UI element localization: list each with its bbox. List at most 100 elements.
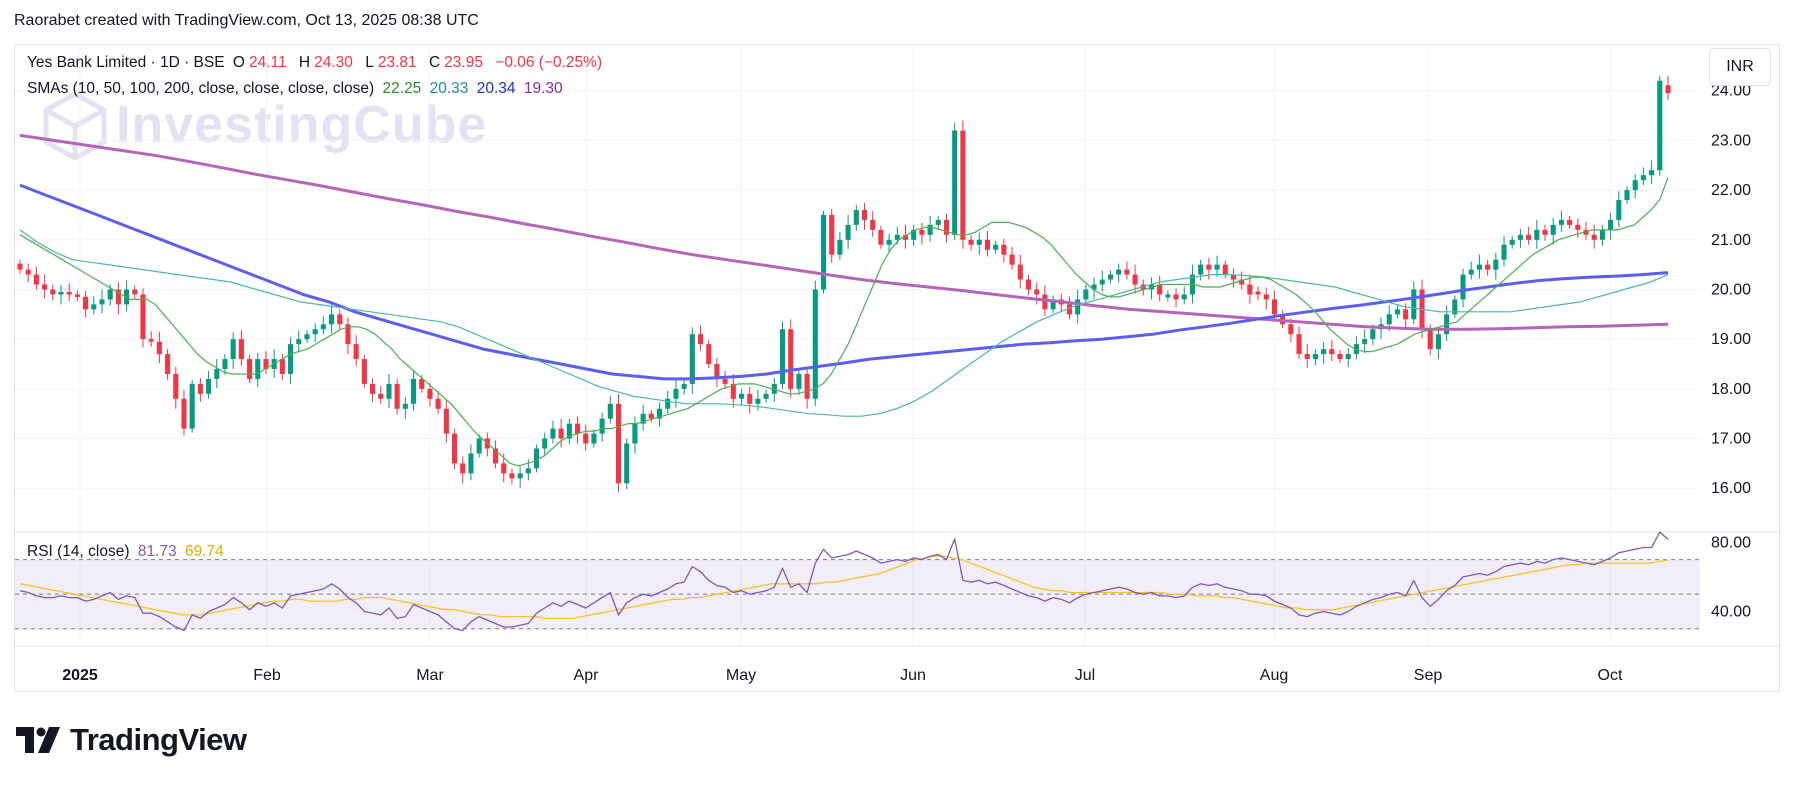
candle-body [993,244,999,250]
candle-body [870,219,876,230]
candle-body [83,296,89,310]
candle-body [624,443,630,484]
candle [99,289,105,314]
candle [1345,348,1351,368]
candle [681,378,687,395]
candle [1296,326,1302,360]
candle-body [1657,80,1663,171]
candle [1050,295,1056,314]
candle-body [1534,229,1540,240]
candle-body [1337,354,1343,360]
candle-body [566,423,572,439]
candle-body [353,344,359,360]
candle-body [370,383,376,394]
ohlc-open: O 24.11 [233,54,291,71]
tradingview-logo[interactable]: TradingView [16,722,247,758]
candle [329,304,335,334]
time-tick-label: May [726,667,756,684]
candle-body [1157,284,1163,295]
time-tick-label: Apr [574,667,600,684]
candle [640,404,646,431]
candle [583,424,589,451]
candle [452,428,458,470]
rsi-label[interactable]: RSI (14, close) [27,543,130,560]
rsi-legend: RSI (14, close) 81.73 69.74 [27,543,228,561]
candle-body [1271,299,1277,315]
candle-body [1435,334,1441,350]
tradingview-logo-text: TradingView [70,722,247,757]
candle-body [58,291,64,295]
candle [1526,226,1532,245]
candle-body [1165,294,1171,298]
candle-body [927,224,933,235]
candle [1517,228,1523,248]
candle-body [615,403,622,484]
price-tick-label: 22.00 [1711,182,1751,199]
price-tick-label: 23.00 [1711,132,1751,149]
candle-body [1116,269,1122,275]
candle [148,331,154,347]
candle-body [222,359,228,369]
candle-body [411,378,417,404]
candle-body [115,289,121,305]
time-tick-label: Sep [1414,667,1443,684]
candle [1124,261,1130,280]
candle-body [935,219,941,225]
candle [1460,268,1466,308]
candle [1567,215,1573,229]
candle [1591,224,1597,249]
candle [615,393,622,493]
candle-body [1288,324,1294,335]
candle [1558,210,1564,232]
candle [591,429,597,448]
candle [804,367,810,409]
candle-body [533,448,540,469]
candle-body [99,299,105,305]
candle [165,349,171,380]
candle [1001,238,1007,263]
candle-body [1665,85,1671,94]
candle-body [804,373,810,399]
candle [353,335,359,367]
candle [689,327,695,394]
candle-body [665,398,671,409]
sma50-line [19,229,1669,417]
currency-label: INR [1726,58,1754,75]
candle [1616,191,1622,227]
candle-body [1616,200,1622,220]
candle [550,420,556,444]
candle [402,396,408,419]
sma50-value: 20.33 [429,80,469,97]
candle [132,285,138,299]
candle [1116,263,1122,283]
candle [763,389,769,403]
sma-label[interactable]: SMAs (10, 50, 100, 200, close, close, cl… [27,80,375,97]
candle-body [1132,274,1138,285]
candle [1173,288,1179,308]
symbol-label[interactable]: Yes Bank Limited · 1D · BSE [27,54,225,71]
candle-body [706,344,712,365]
candle [1411,281,1417,325]
currency-selector[interactable]: INR [1709,48,1771,86]
candle [337,309,343,331]
candle [927,215,933,242]
candle-body [763,393,769,399]
candle [1312,349,1318,366]
candle [1657,75,1663,177]
candle [1255,286,1261,301]
candle-body [435,398,441,409]
candle-body [1099,279,1105,285]
watermark-text: InvestingCube [116,96,488,154]
candle [66,283,72,302]
candle [1075,289,1081,324]
candle-body [1468,269,1474,275]
investingcube-cube-icon [43,91,107,160]
candle-body [1624,190,1630,201]
candle [517,466,523,489]
price-tick-label: 21.00 [1711,232,1751,249]
candle-body [189,383,195,429]
candle [115,282,121,315]
candle-body [1509,239,1515,245]
candle [361,355,367,388]
